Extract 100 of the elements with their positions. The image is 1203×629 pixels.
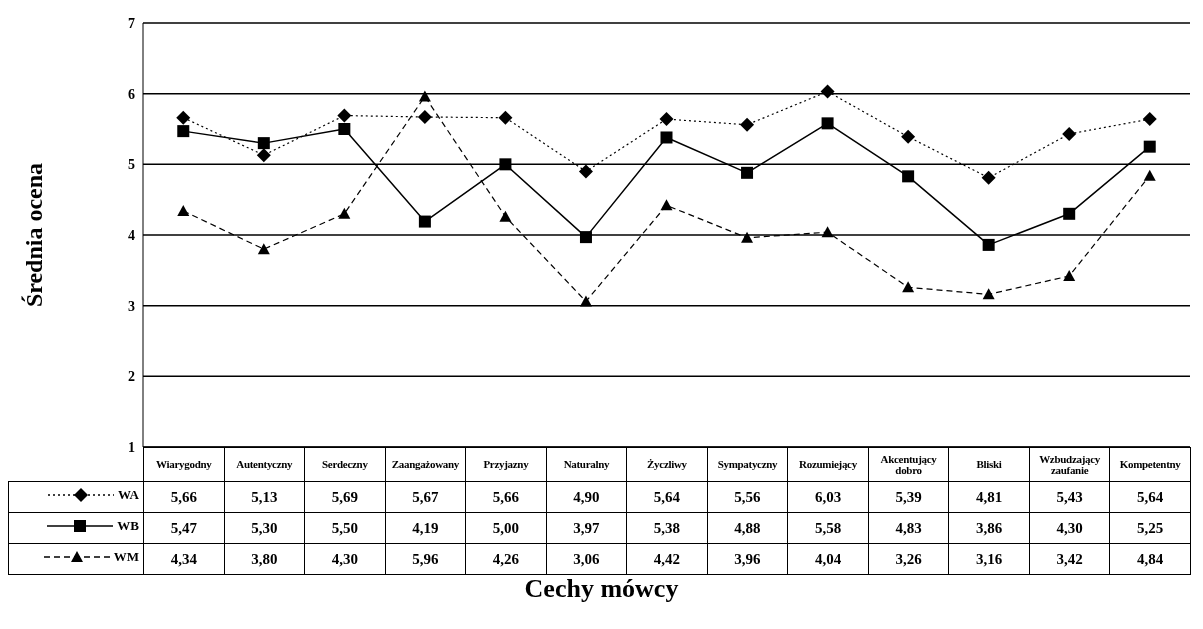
data-label: 4,30 bbox=[304, 543, 386, 575]
data-label: 5,66 bbox=[465, 481, 547, 513]
x-tick-label: Sympatyczny bbox=[707, 447, 788, 482]
x-tick-label: Serdeczny bbox=[304, 447, 386, 482]
data-label: 5,66 bbox=[143, 481, 225, 513]
point bbox=[660, 131, 673, 144]
point bbox=[741, 231, 754, 243]
data-label: 4,30 bbox=[1029, 512, 1110, 544]
point bbox=[821, 117, 834, 130]
point bbox=[338, 207, 351, 219]
data-label: 5,67 bbox=[385, 481, 466, 513]
data-label: 5,13 bbox=[224, 481, 305, 513]
data-label: 5,64 bbox=[626, 481, 708, 513]
x-axis-title: Cechy mówcy bbox=[523, 574, 680, 604]
data-label: 5,96 bbox=[385, 543, 466, 575]
data-label: 4,42 bbox=[626, 543, 708, 575]
y-tick-label: 3 bbox=[128, 298, 135, 314]
point bbox=[418, 90, 431, 102]
point bbox=[1062, 126, 1077, 141]
data-label: 4,04 bbox=[787, 543, 869, 575]
point bbox=[499, 210, 512, 222]
legend-label: WA bbox=[118, 487, 139, 503]
y-tick-label: 6 bbox=[128, 86, 135, 102]
data-label: 4,84 bbox=[1109, 543, 1191, 575]
point bbox=[982, 288, 995, 300]
data-label: 4,83 bbox=[868, 512, 949, 544]
y-tick-label: 5 bbox=[128, 157, 135, 173]
data-label: 3,86 bbox=[948, 512, 1030, 544]
x-tick-label: Zaangażowany bbox=[385, 447, 466, 482]
data-label: 5,00 bbox=[465, 512, 547, 544]
point bbox=[660, 199, 673, 211]
data-label: 4,26 bbox=[465, 543, 547, 575]
x-tick-label: Naturalny bbox=[546, 447, 627, 482]
data-label: 3,80 bbox=[224, 543, 305, 575]
data-label: 3,96 bbox=[707, 543, 788, 575]
point bbox=[418, 215, 431, 228]
point bbox=[499, 158, 512, 171]
data-label: 5,58 bbox=[787, 512, 869, 544]
point bbox=[417, 109, 432, 124]
point bbox=[177, 204, 190, 216]
point bbox=[1143, 140, 1156, 153]
data-label: 5,39 bbox=[868, 481, 949, 513]
point bbox=[257, 243, 270, 255]
data-label: 5,50 bbox=[304, 512, 386, 544]
point bbox=[578, 164, 593, 179]
data-label: 3,97 bbox=[546, 512, 627, 544]
point bbox=[659, 112, 674, 127]
point bbox=[579, 231, 592, 244]
point bbox=[1063, 207, 1076, 220]
x-tick-label: Rozumiejący bbox=[787, 447, 869, 482]
data-label: 5,43 bbox=[1029, 481, 1110, 513]
x-tick-label: Autentyczny bbox=[224, 447, 305, 482]
legend-label: WB bbox=[117, 518, 139, 534]
data-label: 5,47 bbox=[143, 512, 225, 544]
point bbox=[256, 148, 271, 163]
y-tick-label: 7 bbox=[128, 15, 135, 31]
data-label: 5,56 bbox=[707, 481, 788, 513]
point bbox=[901, 129, 916, 144]
data-label: 4,81 bbox=[948, 481, 1030, 513]
data-label: 3,16 bbox=[948, 543, 1030, 575]
x-tick-label: Wiarygodny bbox=[143, 447, 225, 482]
point bbox=[498, 110, 513, 125]
x-tick-label: Wzbudzający zaufanie bbox=[1029, 447, 1110, 482]
point bbox=[981, 170, 996, 185]
point bbox=[176, 110, 191, 125]
data-label: 3,06 bbox=[546, 543, 627, 575]
data-label: 4,34 bbox=[143, 543, 225, 575]
point bbox=[1142, 112, 1157, 127]
data-label: 5,64 bbox=[1109, 481, 1191, 513]
x-tick-label: Kompetentny bbox=[1109, 447, 1191, 482]
point bbox=[902, 170, 915, 183]
data-label: 4,88 bbox=[707, 512, 788, 544]
point bbox=[1063, 269, 1076, 281]
point bbox=[902, 281, 915, 293]
point bbox=[1143, 169, 1156, 181]
data-label: 3,42 bbox=[1029, 543, 1110, 575]
point bbox=[741, 166, 754, 179]
data-label: 5,69 bbox=[304, 481, 386, 513]
y-axis-title: Średnia ocena bbox=[20, 162, 47, 308]
legend-label: WM bbox=[113, 549, 139, 565]
data-label: 5,30 bbox=[224, 512, 305, 544]
point bbox=[821, 226, 834, 238]
point bbox=[820, 84, 835, 99]
data-label: 6,03 bbox=[787, 481, 869, 513]
x-tick-label: Akcentujący dobro bbox=[868, 447, 949, 482]
x-tick-label: Życzliwy bbox=[626, 447, 708, 482]
y-tick-label: 4 bbox=[128, 227, 135, 243]
point bbox=[177, 125, 190, 138]
data-label: 3,26 bbox=[868, 543, 949, 575]
y-tick-label: 2 bbox=[128, 369, 135, 385]
y-tick-label: 1 bbox=[128, 439, 135, 455]
x-tick-label: Bliski bbox=[948, 447, 1030, 482]
data-label: 4,19 bbox=[385, 512, 466, 544]
point bbox=[579, 295, 592, 307]
point bbox=[740, 117, 755, 132]
point bbox=[338, 123, 351, 135]
x-tick-label: Przyjazny bbox=[465, 447, 547, 482]
point bbox=[337, 108, 352, 123]
data-label: 5,38 bbox=[626, 512, 708, 544]
data-label: 5,25 bbox=[1109, 512, 1191, 544]
